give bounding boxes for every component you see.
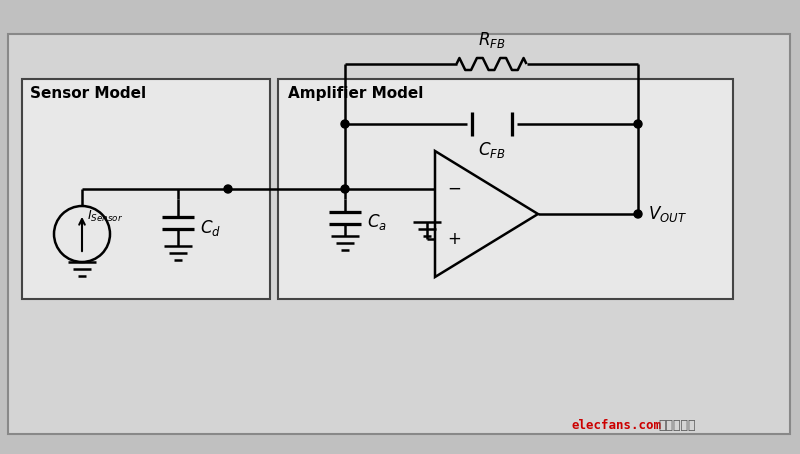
Text: +: + — [447, 230, 461, 248]
FancyBboxPatch shape — [8, 34, 790, 434]
Circle shape — [224, 185, 232, 193]
Text: $V_{OUT}$: $V_{OUT}$ — [648, 204, 687, 224]
FancyBboxPatch shape — [278, 79, 733, 299]
Text: Sensor Model: Sensor Model — [30, 86, 146, 101]
Text: −: − — [447, 180, 461, 198]
FancyBboxPatch shape — [22, 79, 270, 299]
Text: $C_a$: $C_a$ — [367, 212, 387, 232]
Text: 电子发烧友: 电子发烧友 — [658, 419, 695, 432]
Text: Amplifier Model: Amplifier Model — [288, 86, 423, 101]
Circle shape — [634, 210, 642, 218]
Circle shape — [634, 120, 642, 128]
Text: $C_{FB}$: $C_{FB}$ — [478, 140, 506, 160]
Circle shape — [341, 120, 349, 128]
Text: $R_{FB}$: $R_{FB}$ — [478, 30, 506, 50]
Circle shape — [341, 185, 349, 193]
Text: $C_d$: $C_d$ — [200, 217, 221, 237]
Text: $I_{Sensor}$: $I_{Sensor}$ — [87, 209, 123, 224]
Text: elecfans.com: elecfans.com — [572, 419, 662, 432]
